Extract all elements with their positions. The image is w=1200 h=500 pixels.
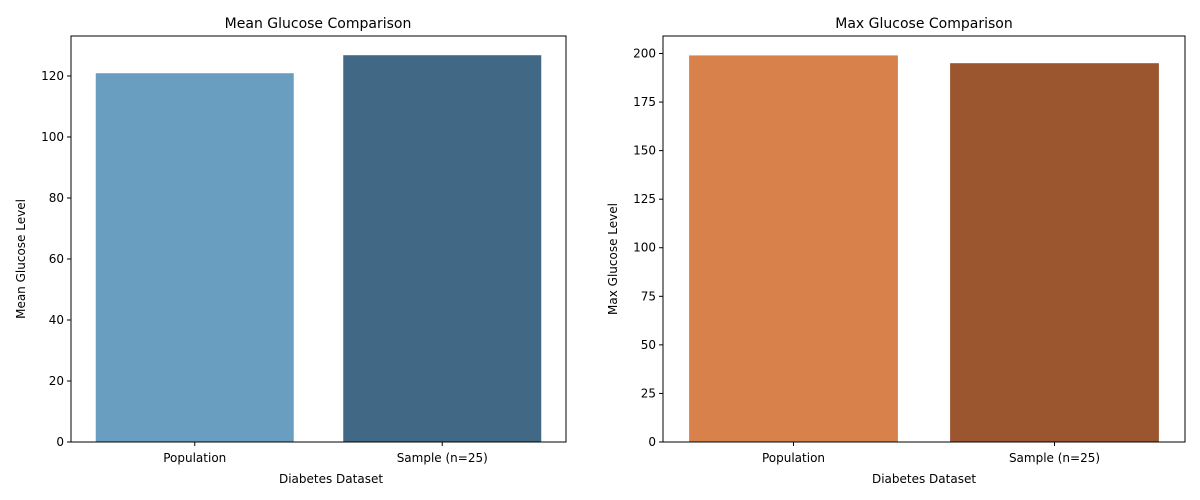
bar-population [95, 73, 294, 443]
y-axis-label: Max Glucose Level [606, 203, 620, 315]
y-tick-label: 120 [41, 69, 64, 83]
x-ticks: Population Sample (n=25) [163, 442, 488, 465]
bars [95, 55, 542, 443]
y-axis-label: Mean Glucose Level [14, 199, 28, 319]
axes-frame [70, 35, 567, 443]
chart-title: Max Glucose Comparison [835, 16, 1012, 32]
y-tick-label: 25 [641, 386, 656, 400]
y-tick-label: 40 [49, 313, 64, 327]
y-tick-label: 60 [49, 252, 64, 266]
bar-sample [343, 55, 542, 442]
y-tick-label: 150 [633, 144, 656, 158]
x-ticks: Population Sample (n=25) [762, 442, 1100, 465]
x-tick-label: Sample (n=25) [1009, 451, 1100, 465]
y-tick-label: 0 [648, 435, 656, 449]
chart-title: Mean Glucose Comparison [225, 16, 412, 32]
y-tick-label: 100 [41, 130, 64, 144]
axes-frame [662, 35, 1186, 443]
y-tick-label: 0 [56, 435, 64, 449]
bar-sample [950, 63, 1159, 443]
x-axis-label: Diabetes Dataset [872, 472, 976, 486]
chart-panel-max-glucose: Max Glucose Comparison Diabetes Dataset … [606, 16, 1186, 486]
y-tick-label: 50 [641, 338, 656, 352]
chart-panel-mean-glucose: Mean Glucose Comparison Diabetes Dataset… [14, 16, 567, 486]
x-tick-label: Sample (n=25) [397, 451, 488, 465]
bars [689, 55, 1159, 443]
bar-population [689, 55, 898, 442]
y-tick-label: 80 [49, 191, 64, 205]
y-tick-label: 200 [633, 46, 656, 60]
x-tick-label: Population [163, 451, 226, 465]
x-tick-label: Population [762, 451, 825, 465]
y-ticks: 0 20 40 60 80 100 120 [41, 69, 71, 449]
y-tick-label: 75 [641, 289, 656, 303]
y-tick-label: 100 [633, 241, 656, 255]
x-axis-label: Diabetes Dataset [279, 472, 383, 486]
y-tick-label: 125 [633, 192, 656, 206]
y-ticks: 0 25 50 75 100 125 150 175 200 [633, 46, 663, 449]
y-tick-label: 20 [49, 374, 64, 388]
y-tick-label: 175 [633, 95, 656, 109]
